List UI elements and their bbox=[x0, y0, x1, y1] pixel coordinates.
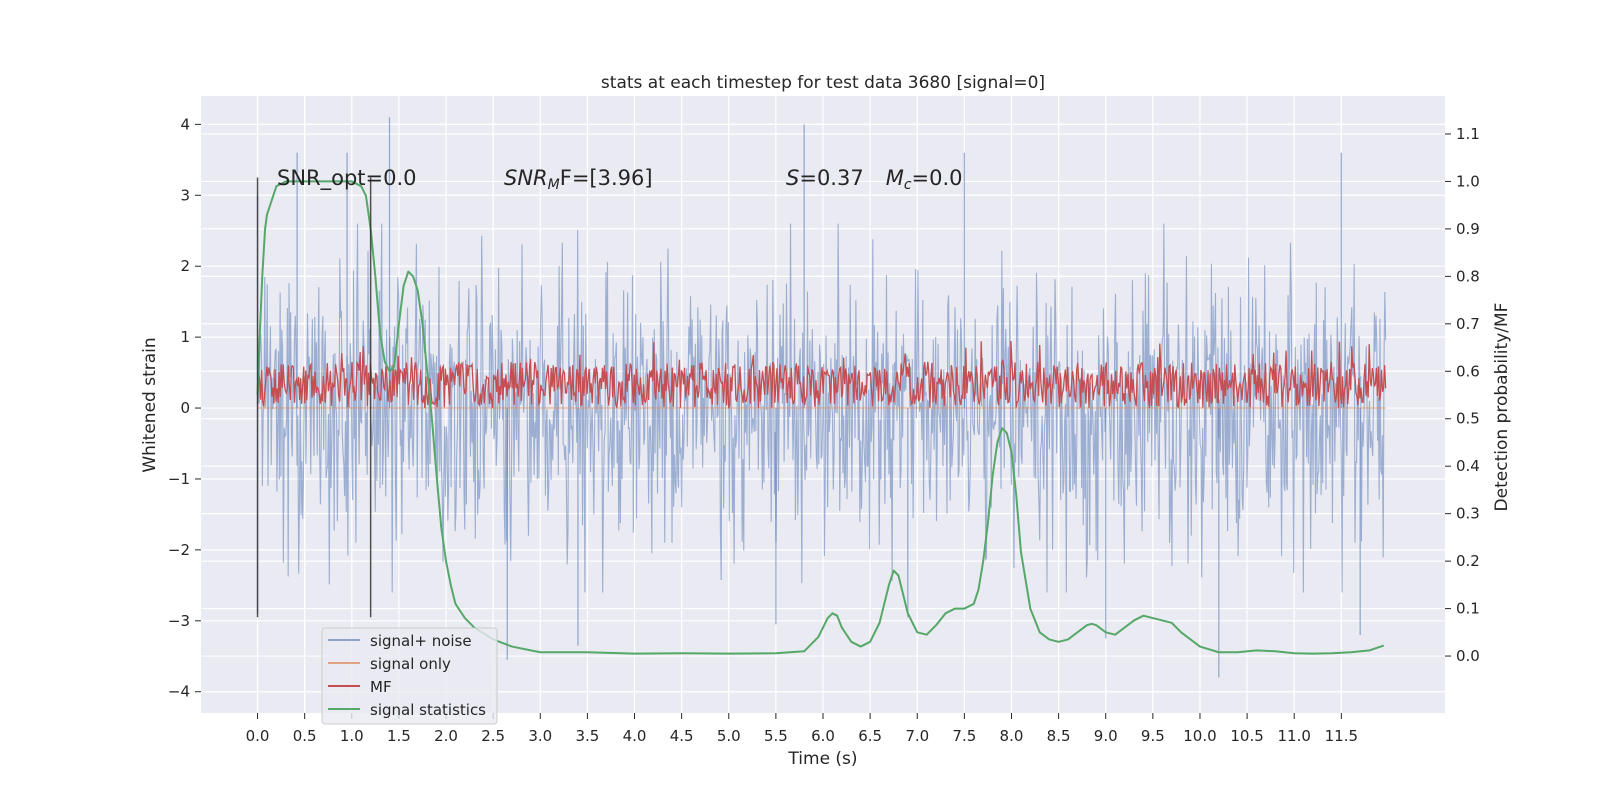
y2-tick-label: 0.5 bbox=[1456, 410, 1480, 428]
legend-box bbox=[321, 627, 498, 725]
legend-label-signal-only: signal only bbox=[370, 655, 451, 673]
x-tick-label: 1.5 bbox=[387, 727, 411, 745]
y-tick-label: 0 bbox=[180, 399, 190, 417]
y2-tick-label: 0.6 bbox=[1456, 362, 1480, 380]
y-axis-label: Whitened strain bbox=[140, 337, 160, 472]
annotation-snr-mf: SNRMF=[3.96] bbox=[504, 166, 653, 193]
y-tick-label: 2 bbox=[180, 257, 190, 275]
x-tick-label: 5.5 bbox=[764, 727, 788, 745]
x-tick-label: 8.5 bbox=[1047, 727, 1071, 745]
x-tick-label: 0.5 bbox=[293, 727, 317, 745]
x-tick-label: 4.0 bbox=[623, 727, 647, 745]
x-tick-label: 3.0 bbox=[528, 727, 552, 745]
x-tick-label: 2.0 bbox=[434, 727, 458, 745]
x-tick-label: 1.0 bbox=[340, 727, 364, 745]
snr-mf-prefix: SNR bbox=[504, 166, 548, 190]
legend-label-stats: signal statistics bbox=[370, 701, 486, 719]
y2-tick-label: 0.4 bbox=[1456, 457, 1480, 475]
y2-tick-label: 0.8 bbox=[1456, 267, 1480, 285]
signal-statistics-line bbox=[256, 180, 1385, 655]
x-tick-label: 3.5 bbox=[575, 727, 599, 745]
x-tick-label: 5.0 bbox=[717, 727, 741, 745]
legend-label-mf: MF bbox=[370, 678, 392, 696]
series-layer bbox=[256, 117, 1387, 678]
y-tick-label: −1 bbox=[168, 470, 190, 488]
x-tick-label: 6.5 bbox=[858, 727, 882, 745]
snr-mf-sub: M bbox=[548, 177, 560, 193]
x-tick-label: 11.5 bbox=[1325, 727, 1358, 745]
snr-mf-suffix: F=[3.96] bbox=[560, 166, 653, 190]
mc-sub: c bbox=[904, 177, 912, 193]
y-tick-label: 1 bbox=[180, 328, 190, 346]
annotation-s-mc: S=0.37 Mc=0.0 bbox=[786, 166, 963, 193]
y2-tick-label: 0.7 bbox=[1456, 315, 1480, 333]
mc-symbol: M bbox=[886, 166, 904, 190]
x-tick-label: 2.5 bbox=[481, 727, 505, 745]
y2-tick-label: 0.2 bbox=[1456, 552, 1480, 570]
legend-label-noise: signal+ noise bbox=[370, 632, 472, 650]
x-tick-label: 10.0 bbox=[1183, 727, 1216, 745]
x-tick-label: 8.0 bbox=[1000, 727, 1024, 745]
y-tick-label: 3 bbox=[180, 186, 190, 204]
y2-tick-label: 1.1 bbox=[1456, 125, 1480, 143]
s-value: =0.37 bbox=[799, 166, 863, 190]
y2-tick-label: 1.0 bbox=[1456, 172, 1480, 190]
x-tick-label: 7.0 bbox=[905, 727, 929, 745]
plot-area bbox=[256, 117, 1387, 678]
x-axis-label: Time (s) bbox=[787, 749, 857, 769]
legend: signal+ noise signal only MF signal stat… bbox=[321, 627, 498, 725]
y2-tick-label: 0.3 bbox=[1456, 505, 1480, 523]
mc-value: =0.0 bbox=[912, 166, 963, 190]
noise-series-line bbox=[257, 223, 1387, 593]
y-tick-label: −3 bbox=[168, 612, 190, 630]
mf-series-line bbox=[256, 341, 1387, 409]
x-tick-label: 7.5 bbox=[952, 727, 976, 745]
y-tick-label: −2 bbox=[168, 541, 190, 559]
y2-axis-label: Detection probability/MF bbox=[1492, 303, 1512, 512]
x-tick-label: 9.5 bbox=[1141, 727, 1165, 745]
chart-title: stats at each timestep for test data 368… bbox=[601, 73, 1045, 93]
y2-tick-label: 0.1 bbox=[1456, 600, 1480, 618]
y2-tick-label: 0.0 bbox=[1456, 647, 1480, 665]
x-tick-label: 6.0 bbox=[811, 727, 835, 745]
s-symbol: S bbox=[786, 166, 799, 190]
x-tick-label: 0.0 bbox=[246, 727, 270, 745]
x-tick-label: 4.5 bbox=[670, 727, 694, 745]
y2-tick-label: 0.9 bbox=[1456, 220, 1480, 238]
x-tick-label: 10.5 bbox=[1230, 727, 1263, 745]
y-tick-label: 4 bbox=[180, 115, 190, 133]
axes: 0.0 0.5 1.0 1.5 2.0 2.5 3.0 3.5 4.0 4.5 5.0 5.5 6.0 6… bbox=[168, 115, 1480, 745]
x-tick-label: 11.0 bbox=[1278, 727, 1311, 745]
x-tick-label: 9.0 bbox=[1094, 727, 1118, 745]
annotation-snr-opt: SNR_opt=0.0 bbox=[277, 166, 417, 191]
y-tick-label: −4 bbox=[168, 683, 190, 701]
